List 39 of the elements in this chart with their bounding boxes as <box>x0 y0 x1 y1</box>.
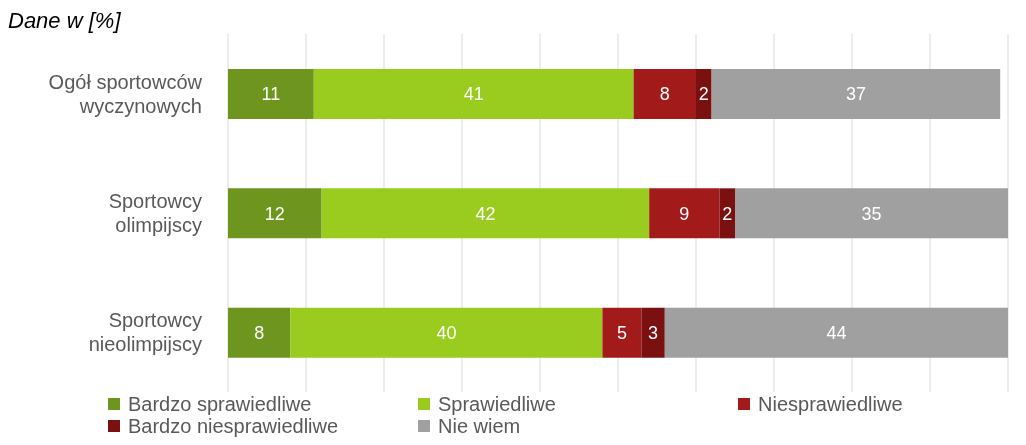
bar <box>719 188 735 239</box>
bar <box>633 69 696 119</box>
bar <box>228 307 291 358</box>
data-label: 37 <box>845 84 866 105</box>
legend-label: Bardzo niesprawiedliwe <box>128 415 339 437</box>
legend-label: Bardzo sprawiedliwe <box>128 393 312 415</box>
data-label: 11 <box>261 84 281 105</box>
data-label: 35 <box>861 203 882 224</box>
data-label: 44 <box>826 323 847 344</box>
data-label: 40 <box>436 323 457 344</box>
data-label: 8 <box>659 84 670 105</box>
legend-label: Nie wiem <box>438 415 521 437</box>
data-label: 2 <box>698 84 709 105</box>
legend-label: Sprawiedliwe <box>438 393 556 415</box>
legend-label: Niesprawiedliwe <box>758 393 903 415</box>
y-tick-label: Sportowcy olimpijscy <box>108 190 202 236</box>
bar <box>228 188 322 239</box>
data-label: 42 <box>475 203 496 224</box>
bar <box>602 307 642 358</box>
data-label: 2 <box>722 203 733 224</box>
y-tick-label: Ogół sportowców wyczynowych <box>48 70 203 117</box>
bar <box>290 307 603 358</box>
bar <box>321 188 650 239</box>
bar <box>641 307 665 358</box>
data-label: 9 <box>679 203 690 224</box>
bar <box>313 69 634 119</box>
chart-title: Dane w [%] <box>8 8 122 34</box>
y-tick-label: Sportowcy nieolimpijscy <box>88 309 202 356</box>
data-label: 41 <box>463 84 484 105</box>
bar <box>649 188 720 239</box>
bar <box>735 188 1008 239</box>
data-label: 12 <box>264 203 285 224</box>
bar <box>228 69 314 119</box>
data-label: 5 <box>616 323 627 344</box>
bar <box>696 69 712 119</box>
bar <box>664 307 1008 358</box>
data-label: 3 <box>648 323 659 344</box>
bar <box>711 69 1001 119</box>
data-label: 8 <box>254 323 265 344</box>
